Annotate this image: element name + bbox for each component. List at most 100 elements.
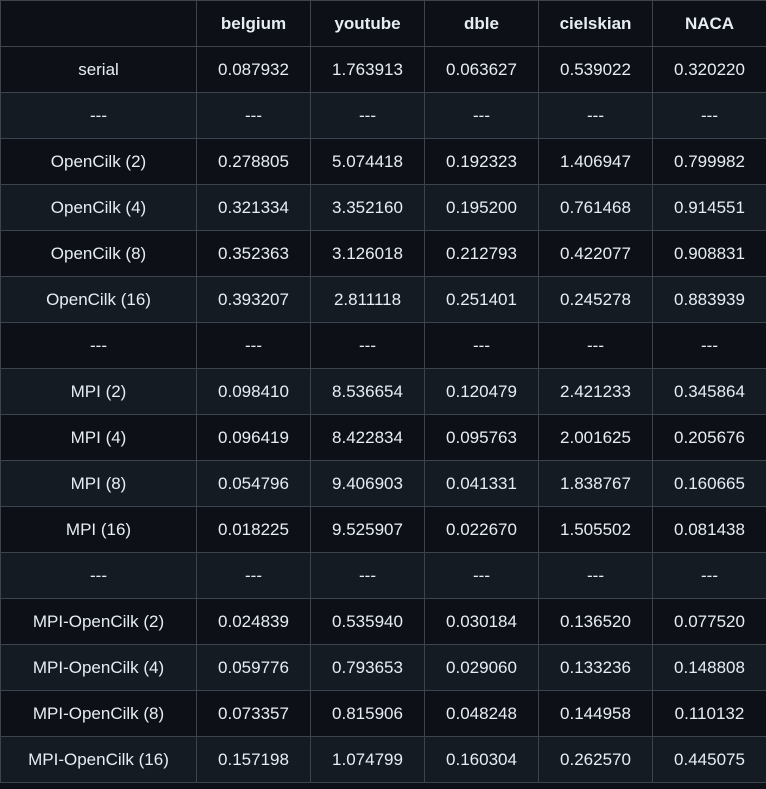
table-cell-label: OpenCilk (8) xyxy=(0,230,197,277)
table-cell-belgium: 0.278805 xyxy=(196,138,311,185)
table-cell-youtube: 9.406903 xyxy=(310,460,425,507)
table-cell-youtube: --- xyxy=(310,322,425,369)
table-cell-youtube: 8.422834 xyxy=(310,414,425,461)
table-cell-label: serial xyxy=(0,46,197,93)
table-cell-naca: --- xyxy=(652,92,766,139)
table-cell-dble: 0.192323 xyxy=(424,138,539,185)
table-cell-belgium: --- xyxy=(196,552,311,599)
table-cell-dble: --- xyxy=(424,322,539,369)
table-cell-label: MPI (4) xyxy=(0,414,197,461)
table-cell-youtube: 0.535940 xyxy=(310,598,425,645)
table-cell-dble: 0.120479 xyxy=(424,368,539,415)
table-cell-label: MPI (16) xyxy=(0,506,197,553)
table-cell-cielskian: 0.245278 xyxy=(538,276,653,323)
table-row: OpenCilk (8) 0.352363 3.126018 0.212793 0.42… xyxy=(0,230,766,277)
table-cell-naca: 0.908831 xyxy=(652,230,766,277)
table-cell-belgium: 0.157198 xyxy=(196,736,311,783)
table-cell-naca: 0.883939 xyxy=(652,276,766,323)
table-cell-youtube: 8.536654 xyxy=(310,368,425,415)
table-cell-cielskian: 1.838767 xyxy=(538,460,653,507)
table-row: MPI (8) 0.054796 9.406903 0.041331 1.838767 0… xyxy=(0,460,766,507)
table-cell-belgium: 0.054796 xyxy=(196,460,311,507)
table-cell-belgium: 0.024839 xyxy=(196,598,311,645)
table-cell-cielskian: --- xyxy=(538,322,653,369)
table-cell-label: MPI-OpenCilk (4) xyxy=(0,644,197,691)
table-cell-dble: 0.030184 xyxy=(424,598,539,645)
table-row: serial 0.087932 1.763913 0.063627 0.539022 0.… xyxy=(0,46,766,93)
table-cell-dble: 0.212793 xyxy=(424,230,539,277)
table-cell-belgium: 0.098410 xyxy=(196,368,311,415)
table-cell-cielskian: 0.144958 xyxy=(538,690,653,737)
table-cell-youtube: --- xyxy=(310,552,425,599)
table-cell-dble: 0.022670 xyxy=(424,506,539,553)
table-cell-youtube: --- xyxy=(310,92,425,139)
table-cell-belgium: 0.087932 xyxy=(196,46,311,93)
table-row: --- --- --- --- --- --- xyxy=(0,552,766,599)
table-row: --- --- --- --- --- --- xyxy=(0,92,766,139)
table-cell-cielskian: 0.761468 xyxy=(538,184,653,231)
table-cell-dble: 0.160304 xyxy=(424,736,539,783)
table-cell-naca: 0.799982 xyxy=(652,138,766,185)
table-cell-cielskian: --- xyxy=(538,92,653,139)
table-cell-dble: 0.251401 xyxy=(424,276,539,323)
table-cell-youtube: 3.126018 xyxy=(310,230,425,277)
table-cell-label: --- xyxy=(0,552,197,599)
table-cell-belgium: 0.321334 xyxy=(196,184,311,231)
header-row: belgium youtube dble cielskian NACA xyxy=(0,0,766,47)
table-cell-belgium: 0.352363 xyxy=(196,230,311,277)
table-body: serial 0.087932 1.763913 0.063627 0.539022 0.… xyxy=(0,46,766,783)
table-cell-naca: 0.160665 xyxy=(652,460,766,507)
table-row: --- --- --- --- --- --- xyxy=(0,322,766,369)
table-cell-label: OpenCilk (16) xyxy=(0,276,197,323)
table-cell-naca: 0.320220 xyxy=(652,46,766,93)
table-cell-dble: 0.029060 xyxy=(424,644,539,691)
table-cell-naca: 0.445075 xyxy=(652,736,766,783)
table-cell-dble: 0.195200 xyxy=(424,184,539,231)
table-cell-dble: 0.048248 xyxy=(424,690,539,737)
table-cell-cielskian: 2.421233 xyxy=(538,368,653,415)
header-cell-dble: dble xyxy=(424,0,539,47)
table-cell-belgium: 0.096419 xyxy=(196,414,311,461)
table-cell-naca: 0.077520 xyxy=(652,598,766,645)
table-cell-dble: 0.063627 xyxy=(424,46,539,93)
table-cell-youtube: 9.525907 xyxy=(310,506,425,553)
table-cell-label: MPI (8) xyxy=(0,460,197,507)
table-cell-dble: --- xyxy=(424,552,539,599)
table-cell-naca: --- xyxy=(652,322,766,369)
table-cell-youtube: 3.352160 xyxy=(310,184,425,231)
table-row: MPI-OpenCilk (8) 0.073357 0.815906 0.048248… xyxy=(0,690,766,737)
table-cell-naca: 0.914551 xyxy=(652,184,766,231)
table-row: OpenCilk (2) 0.278805 5.074418 0.192323 1.40… xyxy=(0,138,766,185)
table-cell-youtube: 0.793653 xyxy=(310,644,425,691)
table-cell-belgium: --- xyxy=(196,322,311,369)
table-cell-naca: 0.110132 xyxy=(652,690,766,737)
table-row: MPI (16) 0.018225 9.525907 0.022670 1.505502… xyxy=(0,506,766,553)
header-cell-naca: NACA xyxy=(652,0,766,47)
table-cell-cielskian: 2.001625 xyxy=(538,414,653,461)
table-cell-youtube: 5.074418 xyxy=(310,138,425,185)
table-cell-label: MPI (2) xyxy=(0,368,197,415)
table-cell-cielskian: --- xyxy=(538,552,653,599)
table-cell-youtube: 0.815906 xyxy=(310,690,425,737)
table-cell-dble: 0.041331 xyxy=(424,460,539,507)
table-row: MPI (2) 0.098410 8.536654 0.120479 2.421233 0… xyxy=(0,368,766,415)
table-cell-youtube: 2.811118 xyxy=(310,276,425,323)
table-cell-cielskian: 0.422077 xyxy=(538,230,653,277)
table-cell-dble: --- xyxy=(424,92,539,139)
table-row: MPI-OpenCilk (16) 0.157198 1.074799 0.16030… xyxy=(0,736,766,783)
table-cell-naca: --- xyxy=(652,552,766,599)
table-cell-cielskian: 1.505502 xyxy=(538,506,653,553)
table-cell-label: MPI-OpenCilk (2) xyxy=(0,598,197,645)
table-cell-label: OpenCilk (4) xyxy=(0,184,197,231)
table-row: MPI-OpenCilk (2) 0.024839 0.535940 0.030184… xyxy=(0,598,766,645)
header-cell-label xyxy=(0,0,197,47)
table-row: MPI (4) 0.096419 8.422834 0.095763 2.001625 0… xyxy=(0,414,766,461)
table-cell-belgium: 0.393207 xyxy=(196,276,311,323)
table-row: OpenCilk (4) 0.321334 3.352160 0.195200 0.76… xyxy=(0,184,766,231)
table-cell-cielskian: 0.136520 xyxy=(538,598,653,645)
table-cell-cielskian: 0.133236 xyxy=(538,644,653,691)
table-cell-label: MPI-OpenCilk (16) xyxy=(0,736,197,783)
table-cell-youtube: 1.763913 xyxy=(310,46,425,93)
table-cell-naca: 0.148808 xyxy=(652,644,766,691)
